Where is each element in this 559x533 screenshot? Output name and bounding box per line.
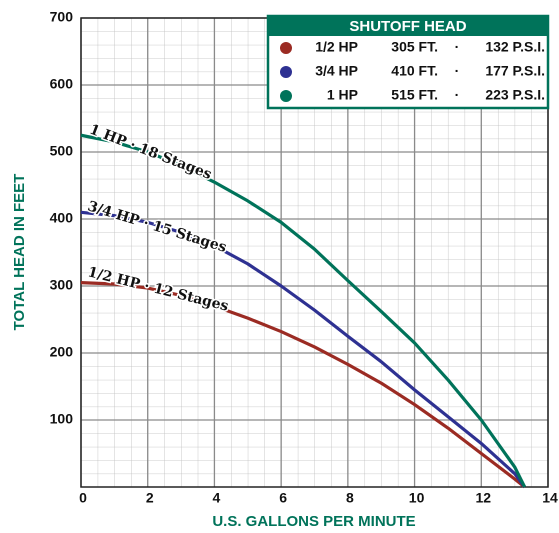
y-axis-label: TOTAL HEAD IN FEET <box>11 174 28 331</box>
y-tick-label: 700 <box>50 9 74 25</box>
x-tick-label: 0 <box>79 490 87 506</box>
legend-psi: 223 P.S.I. <box>485 87 545 103</box>
x-tick-label: 12 <box>475 490 491 506</box>
y-tick-label: 100 <box>50 411 74 427</box>
legend-separator: · <box>455 63 460 79</box>
legend-separator: · <box>455 39 460 55</box>
legend-ft: 410 FT. <box>391 63 438 79</box>
legend-label: 1/2 HP <box>315 39 358 55</box>
curve <box>80 281 526 489</box>
legend-marker <box>280 42 292 54</box>
y-tick-label: 200 <box>50 344 74 360</box>
legend-psi: 177 P.S.I. <box>485 63 545 79</box>
curve <box>80 133 527 488</box>
x-tick-label: 10 <box>409 490 425 506</box>
curve <box>80 210 526 488</box>
x-axis-label: U.S. GALLONS PER MINUTE <box>212 513 415 530</box>
legend-marker <box>280 66 292 78</box>
legend-title: SHUTOFF HEAD <box>349 18 466 35</box>
x-tick-label: 6 <box>279 490 287 506</box>
legend-label: 3/4 HP <box>315 63 358 79</box>
legend-header <box>268 16 548 36</box>
x-tick-label: 8 <box>346 490 354 506</box>
y-tick-label: 500 <box>50 143 74 159</box>
y-tick-label: 600 <box>50 76 74 92</box>
y-tick-label: 400 <box>50 210 74 226</box>
x-tick-label: 14 <box>542 490 558 506</box>
x-tick-label: 2 <box>146 490 154 506</box>
legend-label: 1 HP <box>327 87 358 103</box>
legend-marker <box>280 90 292 102</box>
legend-ft: 305 FT. <box>391 39 438 55</box>
legend-psi: 132 P.S.I. <box>485 39 545 55</box>
x-tick-label: 4 <box>213 490 221 506</box>
legend-separator: · <box>455 87 460 103</box>
y-tick-label: 300 <box>50 277 74 293</box>
legend-ft: 515 FT. <box>391 87 438 103</box>
